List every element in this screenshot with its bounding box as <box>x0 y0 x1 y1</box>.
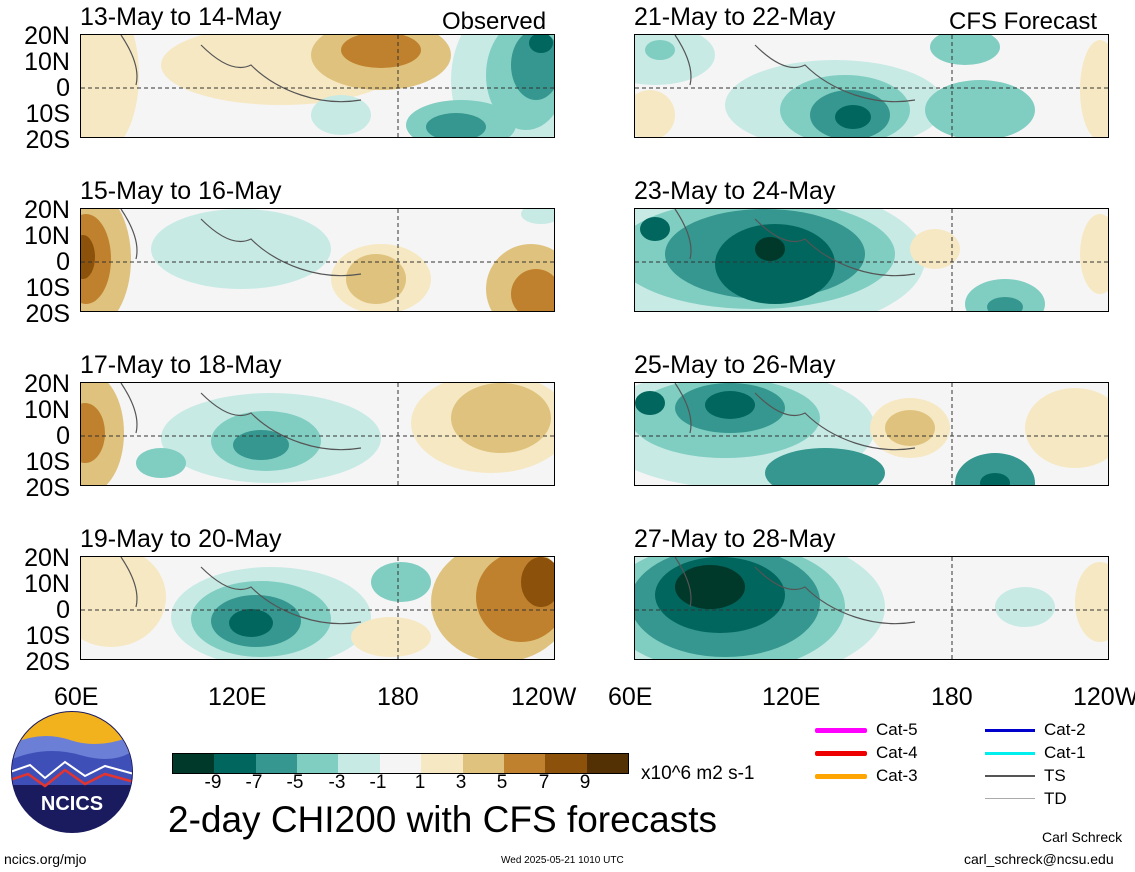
colorbar-tick: -3 <box>328 772 346 793</box>
colorbar-tick: -7 <box>245 772 263 793</box>
lon-label-right-180: 180 <box>931 683 973 711</box>
colorbar <box>172 753 629 774</box>
colorbar-tick: -1 <box>369 772 387 793</box>
colorbar-swatch <box>462 754 504 773</box>
map-panel-forecast-2 <box>634 208 1109 312</box>
map-panel-forecast-3 <box>634 382 1109 486</box>
legend-label-cat1: Cat-1 <box>1044 743 1086 762</box>
legend-line-cat5 <box>815 728 867 733</box>
colorbar-swatch <box>586 754 628 773</box>
lat-label: 10S <box>25 448 70 476</box>
lon-label-right-60e: 60E <box>608 683 653 711</box>
cfs-forecast-tag: CFS Forecast <box>949 8 1098 35</box>
lat-label: 0 <box>56 596 70 624</box>
colorbar-swatch <box>379 754 422 773</box>
colorbar-tick: 7 <box>538 772 550 793</box>
colorbar-tick: 5 <box>496 772 508 793</box>
lon-label-left-120e: 120E <box>208 683 267 711</box>
lat-label: 20S <box>25 648 70 676</box>
legend-line-cat2 <box>985 729 1035 732</box>
panel-title-right-4: 27-May to 28-May <box>634 525 836 553</box>
lat-label: 0 <box>56 74 70 102</box>
legend-label-cat4: Cat-4 <box>876 743 918 762</box>
map-panel-observed-4 <box>80 556 555 660</box>
colorbar-swatch <box>255 754 298 773</box>
lat-label: 10S <box>25 622 70 650</box>
legend-line-cat1 <box>985 752 1035 755</box>
colorbar-swatch <box>297 754 339 773</box>
ncics-logo: NCICS <box>10 710 134 834</box>
legend-line-cat3 <box>815 774 867 779</box>
colorbar-swatch <box>545 754 587 773</box>
lon-label-right-120w: 120W <box>1073 685 1135 710</box>
lat-label: 20S <box>25 300 70 328</box>
lon-label-right-120e: 120E <box>762 683 821 711</box>
colorbar-tick: -5 <box>286 772 304 793</box>
panel-title-left-4: 19-May to 20-May <box>80 525 282 553</box>
colorbar-swatch <box>338 754 380 773</box>
panel-title-right-3: 25-May to 26-May <box>634 351 836 379</box>
panel-title-left-3: 17-May to 18-May <box>80 351 282 379</box>
lat-label: 10S <box>25 100 70 128</box>
lon-label-left-120w: 120W <box>511 683 577 711</box>
legend-label-cat5: Cat-5 <box>876 720 918 739</box>
lat-label: 10N <box>24 570 70 598</box>
lat-label: 0 <box>56 422 70 450</box>
colorbar-tick: 9 <box>579 772 591 793</box>
lat-label: 10N <box>24 396 70 424</box>
map-panel-forecast-4 <box>634 556 1109 660</box>
map-panel-observed-1 <box>80 34 555 138</box>
figure-title: 2-day CHI200 with CFS forecasts <box>168 799 718 840</box>
legend-line-ts <box>985 775 1035 777</box>
colorbar-swatch <box>503 754 546 773</box>
colorbar-swatch <box>173 754 215 773</box>
map-panel-observed-2 <box>80 208 555 312</box>
lat-label: 0 <box>56 248 70 276</box>
legend-line-cat4 <box>815 751 867 756</box>
lon-label-left-180: 180 <box>377 683 419 711</box>
legend-label-td: TD <box>1044 789 1067 808</box>
legend-label-cat2: Cat-2 <box>1044 720 1086 739</box>
lat-label: 20N <box>24 22 70 50</box>
footer-url: ncics.org/mjo <box>4 851 87 867</box>
legend-line-td <box>985 798 1035 799</box>
colorbar-swatch <box>214 754 256 773</box>
panel-title-left-1: 13-May to 14-May <box>80 3 282 31</box>
legend-label-cat3: Cat-3 <box>876 766 918 785</box>
colorbar-tick: 3 <box>455 772 467 793</box>
colorbar-units: x10^6 m2 s-1 <box>641 763 755 784</box>
observed-tag: Observed <box>442 8 547 35</box>
logo-text: NCICS <box>41 793 103 815</box>
footer-timestamp: Wed 2025-05-21 1010 UTC <box>501 855 624 866</box>
lon-label-left-60e: 60E <box>54 683 99 711</box>
map-panel-forecast-1 <box>634 34 1109 138</box>
lat-label: 20S <box>25 474 70 502</box>
lat-label: 20N <box>24 196 70 224</box>
colorbar-swatch <box>421 754 463 773</box>
lat-label: 20N <box>24 544 70 572</box>
footer-author: Carl Schreck <box>1042 829 1123 845</box>
colorbar-tick: -9 <box>204 772 222 793</box>
colorbar-tick: 1 <box>414 772 426 793</box>
footer-email: carl_schreck@ncsu.edu <box>964 851 1114 867</box>
lat-label: 20S <box>25 126 70 154</box>
lat-label: 10N <box>24 48 70 76</box>
panel-title-right-1: 21-May to 22-May <box>634 3 836 31</box>
map-panel-observed-3 <box>80 382 555 486</box>
panel-title-left-2: 15-May to 16-May <box>80 177 282 205</box>
lat-label: 10S <box>25 274 70 302</box>
lat-label: 10N <box>24 222 70 250</box>
legend-label-ts: TS <box>1044 766 1066 785</box>
lat-label: 20N <box>24 370 70 398</box>
panel-title-right-2: 23-May to 24-May <box>634 177 836 205</box>
